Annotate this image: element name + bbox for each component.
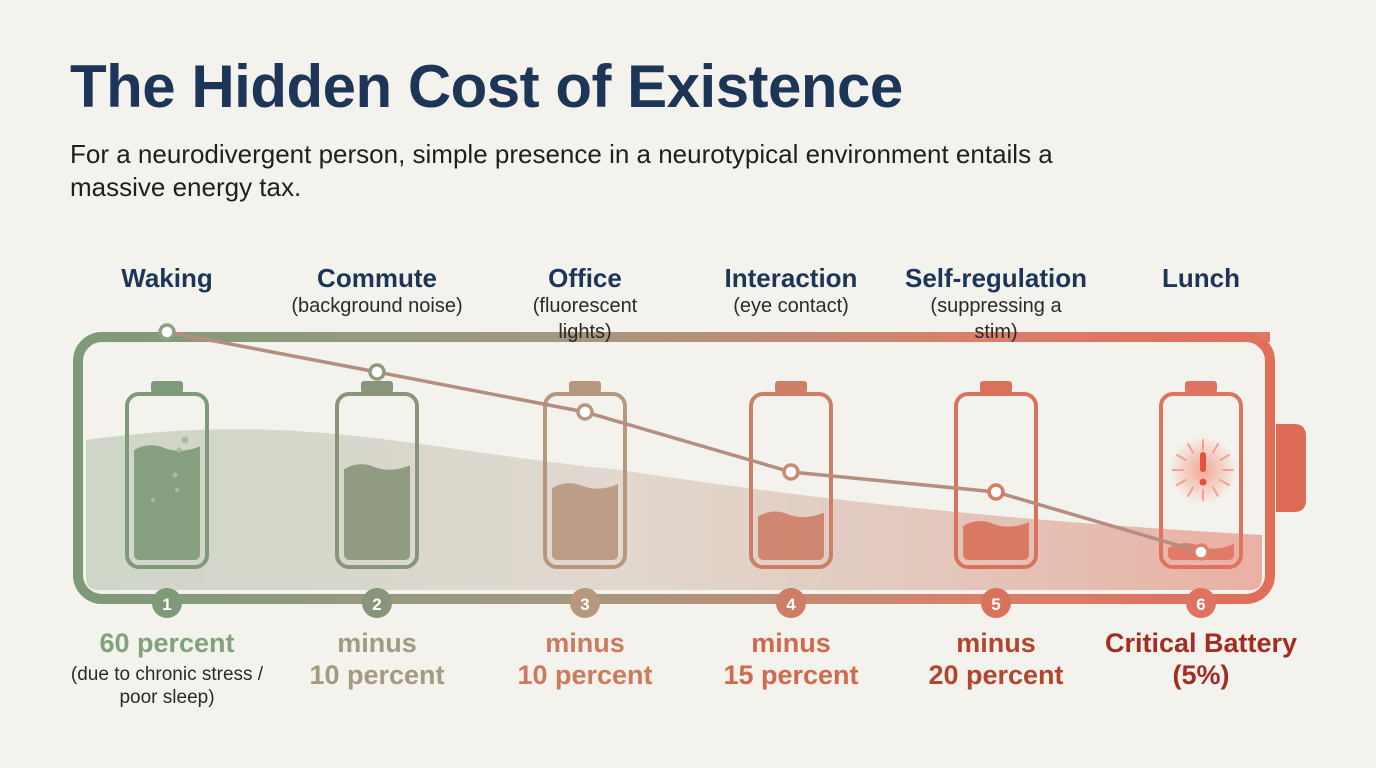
cost-value: minus bbox=[956, 628, 1036, 658]
stage-name: Waking bbox=[121, 263, 213, 293]
battery-3 bbox=[543, 381, 627, 569]
energy-cost-6: Critical Battery (5%) bbox=[1071, 627, 1331, 691]
battery-cap bbox=[775, 381, 807, 393]
battery-level-fill bbox=[758, 511, 824, 560]
stage-name: Commute bbox=[317, 263, 437, 293]
cost-amount: 10 percent bbox=[309, 660, 445, 690]
battery-cap bbox=[361, 381, 393, 393]
battery-4 bbox=[749, 381, 833, 569]
step-number: 3 bbox=[580, 595, 589, 614]
stage-note: (fluorescent lights) bbox=[532, 295, 638, 343]
battery-level-fill bbox=[134, 445, 200, 560]
step-badge-4: 4 bbox=[776, 588, 806, 618]
cost-note: (due to chronic stress / poor sleep) bbox=[70, 664, 264, 708]
battery-2 bbox=[335, 381, 419, 569]
stage-label-4: Interaction (eye contact) bbox=[671, 263, 911, 319]
stage-note: (suppressing a stim) bbox=[930, 295, 1062, 343]
step-number: 4 bbox=[786, 595, 796, 614]
cost-amount: 15 percent bbox=[723, 660, 859, 690]
cost-value: minus bbox=[337, 628, 417, 658]
step-number: 5 bbox=[991, 595, 1000, 614]
battery-cap bbox=[569, 381, 601, 393]
energy-point-3 bbox=[576, 403, 594, 421]
stage-name: Lunch bbox=[1162, 263, 1240, 293]
battery-outline bbox=[749, 392, 833, 569]
stage-label-6: Lunch bbox=[1081, 263, 1321, 293]
step-badge-5: 5 bbox=[981, 588, 1011, 618]
energy-point-1 bbox=[158, 323, 176, 341]
energy-cost-2: minus 10 percent bbox=[247, 627, 507, 691]
cost-value: Critical Battery bbox=[1104, 628, 1298, 658]
page-subtitle: For a neurodivergent person, simple pres… bbox=[70, 139, 1053, 202]
battery-outline bbox=[954, 392, 1038, 569]
battery-shell-fade bbox=[1110, 332, 1270, 342]
stage-note: (eye contact) bbox=[733, 295, 849, 317]
alert-icon bbox=[1169, 436, 1237, 504]
cost-value: 60 percent bbox=[99, 628, 235, 658]
battery-6 bbox=[1159, 381, 1243, 569]
energy-point-5 bbox=[987, 483, 1005, 501]
battery-5 bbox=[954, 381, 1038, 569]
battery-terminal bbox=[1276, 424, 1306, 512]
page-title: The Hidden Cost of Existence bbox=[70, 53, 903, 120]
step-number: 2 bbox=[372, 595, 381, 614]
energy-trend-line bbox=[166, 330, 1202, 554]
stage-name: Office bbox=[548, 263, 622, 293]
stage-note: (background noise) bbox=[291, 295, 463, 317]
battery-cap bbox=[151, 381, 183, 393]
energy-cost-3: minus 10 percent bbox=[455, 627, 715, 691]
stage-label-2: Commute (background noise) bbox=[257, 263, 497, 319]
step-number: 1 bbox=[162, 595, 171, 614]
stage-label-1: Waking bbox=[47, 263, 287, 293]
step-badge-1: 1 bbox=[152, 588, 182, 618]
stage-name: Interaction bbox=[724, 263, 858, 293]
energy-cost-1: 60 percent (due to chronic stress / poor … bbox=[37, 627, 297, 709]
battery-level-fill bbox=[552, 483, 618, 560]
stage-name: Self-regulation bbox=[904, 263, 1087, 293]
battery-level-fill bbox=[344, 464, 410, 560]
battery-shell bbox=[73, 332, 1275, 604]
battery-fill-area bbox=[86, 429, 1262, 590]
bubble bbox=[176, 447, 182, 453]
battery-level-fill bbox=[963, 521, 1029, 560]
cost-value: minus bbox=[751, 628, 831, 658]
battery-cap bbox=[980, 381, 1012, 393]
bubble bbox=[172, 472, 178, 478]
energy-cost-5: minus 20 percent bbox=[866, 627, 1126, 691]
step-number: 6 bbox=[1196, 595, 1205, 614]
cost-amount: 10 percent bbox=[517, 660, 653, 690]
step-badge-2: 2 bbox=[362, 588, 392, 618]
battery-1 bbox=[125, 381, 209, 569]
bubble bbox=[181, 436, 189, 444]
bubble bbox=[151, 498, 155, 502]
step-badge-6: 6 bbox=[1186, 588, 1216, 618]
cost-amount: 20 percent bbox=[928, 660, 1064, 690]
cost-amount: (5%) bbox=[1172, 660, 1230, 690]
cost-value: minus bbox=[545, 628, 625, 658]
bubble bbox=[175, 488, 179, 492]
battery-cap bbox=[1185, 381, 1217, 393]
step-badge-3: 3 bbox=[570, 588, 600, 618]
stage-label-5: Self-regulation (suppressing a stim) bbox=[876, 263, 1116, 345]
battery-outline bbox=[1159, 392, 1243, 569]
stage-label-3: Office (fluorescent lights) bbox=[465, 263, 705, 345]
battery-outline bbox=[543, 392, 627, 569]
battery-outline bbox=[125, 392, 209, 569]
energy-point-6 bbox=[1192, 543, 1210, 561]
energy-point-2 bbox=[368, 363, 386, 381]
energy-point-4 bbox=[782, 463, 800, 481]
energy-cost-4: minus 15 percent bbox=[661, 627, 921, 691]
battery-outline bbox=[335, 392, 419, 569]
